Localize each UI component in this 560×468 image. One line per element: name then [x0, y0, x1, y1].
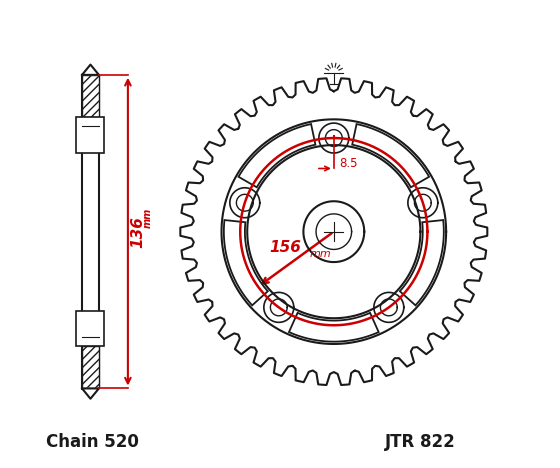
Polygon shape	[289, 313, 379, 342]
Polygon shape	[224, 220, 268, 305]
Bar	[76, 117, 105, 153]
Text: mm: mm	[310, 249, 332, 259]
Bar	[82, 75, 99, 388]
Text: mm: mm	[143, 207, 152, 228]
Bar	[82, 346, 99, 388]
Text: 136: 136	[130, 216, 146, 248]
Text: Chain 520: Chain 520	[46, 433, 139, 451]
Polygon shape	[400, 220, 444, 305]
Polygon shape	[239, 124, 315, 187]
Text: JTR 822: JTR 822	[385, 433, 456, 451]
Bar	[82, 75, 99, 117]
Bar	[76, 311, 105, 346]
Text: 156: 156	[270, 240, 302, 255]
Text: 8.5: 8.5	[339, 157, 358, 170]
Polygon shape	[352, 124, 429, 187]
Polygon shape	[82, 388, 99, 399]
Polygon shape	[82, 65, 99, 75]
